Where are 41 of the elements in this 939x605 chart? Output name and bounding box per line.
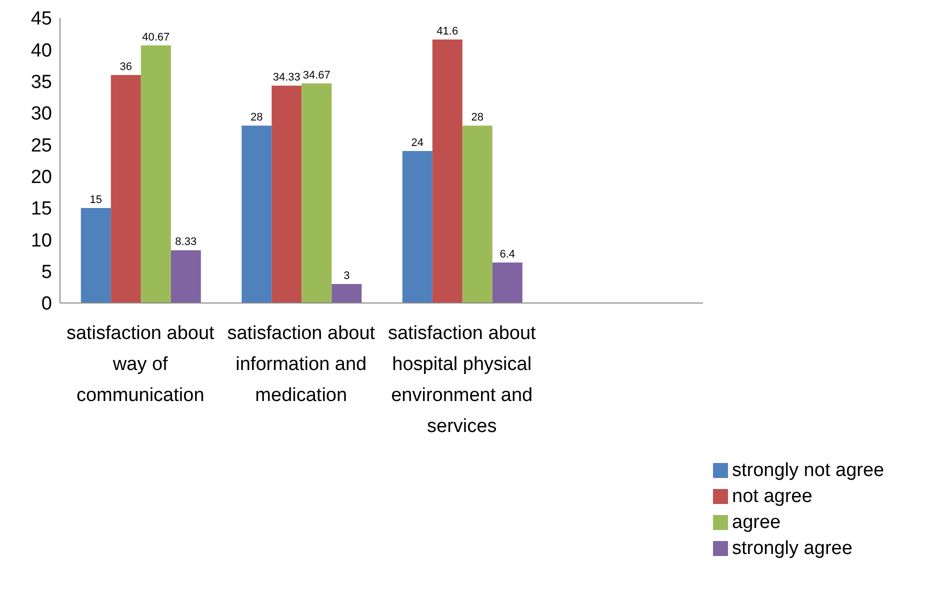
data-label: 3 bbox=[344, 270, 350, 282]
legend-label: strongly not agree bbox=[732, 460, 884, 481]
data-label: 6.4 bbox=[500, 248, 516, 260]
bar bbox=[302, 83, 332, 303]
bar bbox=[170, 250, 201, 303]
bar bbox=[462, 126, 492, 303]
data-label: 15 bbox=[90, 194, 102, 206]
bar bbox=[432, 40, 462, 303]
y-tick-label: 0 bbox=[41, 294, 52, 315]
y-tick-label: 5 bbox=[41, 262, 52, 284]
bar bbox=[272, 86, 302, 303]
x-tick-label: satisfaction about information and medication bbox=[227, 323, 376, 406]
bar bbox=[242, 126, 272, 303]
data-label: 36 bbox=[120, 61, 132, 73]
y-tick-label: 45 bbox=[30, 8, 52, 30]
legend-label: not agree bbox=[732, 486, 812, 507]
y-tick-label: 25 bbox=[30, 135, 52, 156]
bar bbox=[332, 284, 362, 303]
bar bbox=[492, 262, 522, 303]
data-label: 8.33 bbox=[175, 236, 197, 248]
y-tick-label: 30 bbox=[30, 104, 52, 125]
x-tick-label: satisfaction about hospital physical environment and services bbox=[388, 323, 537, 437]
x-tick-label: satisfaction about way of communication bbox=[66, 323, 216, 406]
y-tick-label: 15 bbox=[30, 198, 52, 220]
y-tick-label: 20 bbox=[30, 167, 52, 188]
bar bbox=[110, 75, 141, 303]
data-label: 40.67 bbox=[142, 31, 170, 44]
y-tick-label: 10 bbox=[30, 230, 52, 252]
bar bbox=[402, 151, 432, 303]
legend-label: agree bbox=[732, 512, 781, 533]
data-label: 24 bbox=[411, 137, 424, 149]
data-label: 28 bbox=[471, 112, 484, 124]
bar bbox=[80, 208, 111, 303]
data-label: 34.33 bbox=[272, 72, 300, 84]
bar bbox=[140, 45, 171, 303]
y-tick-label: 40 bbox=[30, 40, 52, 62]
data-label: 28 bbox=[250, 112, 263, 124]
data-label: 34.67 bbox=[302, 69, 330, 82]
legend-label: strongly agree bbox=[732, 538, 852, 559]
y-tick-label: 35 bbox=[30, 72, 52, 94]
data-label: 41.6 bbox=[436, 26, 458, 38]
